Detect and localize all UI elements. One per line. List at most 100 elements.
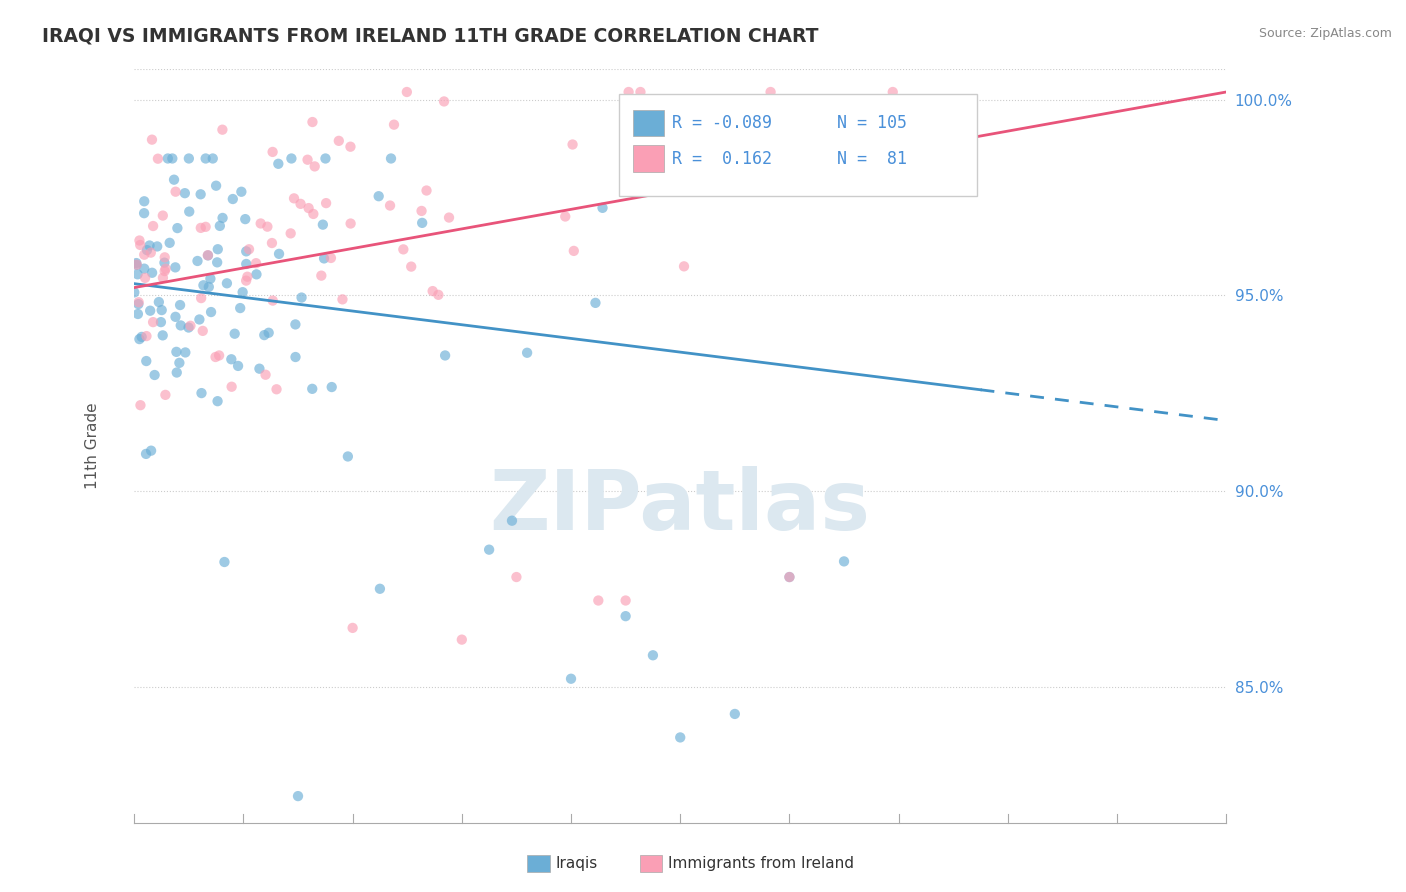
Point [150, 303, 173, 318]
Point [165, 185, 187, 199]
Point [501, 514, 523, 528]
Point [301, 115, 323, 129]
Point [201, 152, 224, 166]
Point [778, 570, 800, 584]
Point [141, 266, 163, 280]
Point [422, 284, 444, 298]
Point [434, 348, 457, 362]
Point [125, 258, 148, 272]
Point [233, 212, 256, 227]
Point [139, 245, 162, 260]
Point [197, 248, 219, 262]
Point [134, 261, 156, 276]
Point [204, 350, 226, 364]
Point [339, 139, 361, 153]
Point [450, 632, 472, 647]
Point [163, 172, 186, 186]
Point [190, 187, 212, 202]
Point [146, 152, 169, 166]
Point [191, 324, 214, 338]
Point [231, 185, 253, 199]
Point [267, 247, 290, 261]
Point [165, 344, 187, 359]
Point [283, 191, 305, 205]
Point [134, 248, 156, 262]
Point [585, 296, 607, 310]
Point [128, 332, 150, 346]
Point [302, 207, 325, 221]
Point [205, 178, 228, 193]
Point [224, 326, 246, 341]
Point [208, 348, 231, 362]
Text: R =  0.162: R = 0.162 [672, 150, 772, 168]
Point [153, 250, 176, 264]
Point [724, 706, 747, 721]
Point [759, 85, 782, 99]
Point [380, 152, 402, 166]
Point [138, 238, 160, 252]
Text: R = -0.089: R = -0.089 [672, 114, 772, 132]
Point [284, 318, 307, 332]
Point [882, 85, 904, 99]
Point [368, 582, 391, 596]
Point [311, 268, 333, 283]
Point [262, 145, 284, 159]
Point [124, 285, 146, 300]
Point [152, 209, 174, 223]
Point [290, 291, 312, 305]
Point [141, 133, 163, 147]
Point [211, 211, 233, 225]
Point [321, 380, 343, 394]
Point [312, 252, 335, 266]
Point [129, 238, 152, 252]
Point [614, 609, 637, 624]
Point [280, 227, 302, 241]
Point [238, 242, 260, 256]
Point [262, 293, 284, 308]
Point [149, 315, 172, 329]
Point [221, 352, 243, 367]
Point [197, 248, 219, 262]
Point [778, 570, 800, 584]
Point [253, 328, 276, 343]
Point [173, 186, 195, 201]
Point [378, 198, 401, 212]
Point [433, 95, 456, 109]
Point [207, 242, 229, 256]
Point [205, 255, 228, 269]
Point [266, 382, 288, 396]
Point [235, 274, 257, 288]
Point [153, 255, 176, 269]
Point [127, 307, 149, 321]
Point [260, 235, 283, 250]
Point [312, 218, 335, 232]
Point [125, 256, 148, 270]
Point [592, 201, 614, 215]
Point [339, 217, 361, 231]
Point [132, 206, 155, 220]
Point [562, 244, 585, 258]
Point [249, 361, 271, 376]
Point [249, 217, 271, 231]
Point [427, 288, 450, 302]
Point [156, 152, 179, 166]
Point [256, 219, 278, 234]
Point [142, 315, 165, 329]
Point [169, 298, 191, 312]
Point [177, 152, 200, 166]
Point [135, 354, 157, 368]
Point [134, 271, 156, 285]
Point [315, 196, 337, 211]
Point [186, 254, 208, 268]
Point [245, 256, 267, 270]
Text: Immigrants from Ireland: Immigrants from Ireland [668, 856, 853, 871]
Point [139, 443, 162, 458]
Point [166, 221, 188, 235]
Point [200, 305, 222, 319]
Point [392, 243, 415, 257]
Point [395, 85, 418, 99]
Point [319, 251, 342, 265]
Text: IRAQI VS IMMIGRANTS FROM IRELAND 11TH GRADE CORRELATION CHART: IRAQI VS IMMIGRANTS FROM IRELAND 11TH GR… [42, 27, 818, 45]
Point [336, 450, 359, 464]
Point [235, 244, 257, 259]
